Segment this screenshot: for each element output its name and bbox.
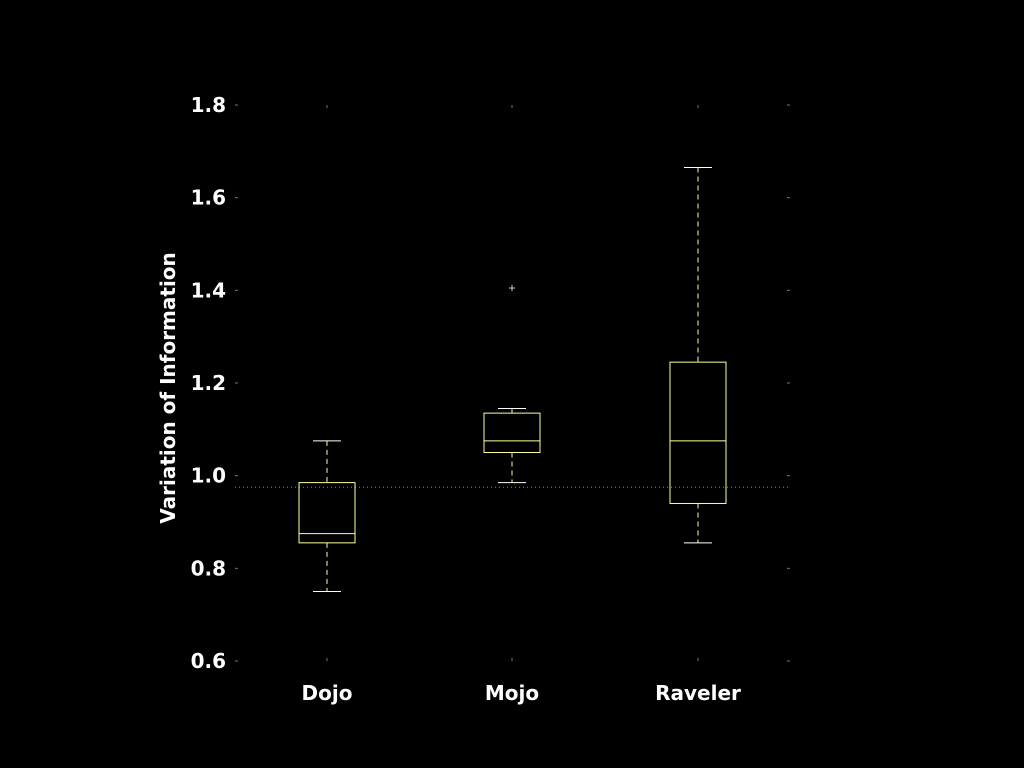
- y-tick-labels: 0.6 0.8 1.0 1.2 1.4 1.6 1.8: [191, 93, 226, 673]
- y-tick-label: 0.8: [191, 556, 226, 580]
- y-tick-label: 1.0: [191, 464, 226, 488]
- x-tick-label: Dojo: [302, 681, 353, 705]
- box-dojo: [298, 440, 356, 592]
- box-raveler: [669, 167, 727, 544]
- x-tick-labels: Dojo Mojo Raveler: [302, 681, 741, 705]
- iqr-box: [298, 482, 356, 544]
- iqr-box: [669, 361, 727, 504]
- box-mojo: [483, 285, 541, 484]
- y-tick-label: 1.2: [191, 371, 226, 395]
- box-layer: [298, 167, 727, 592]
- x-tick-label: Raveler: [655, 681, 741, 705]
- y-tick-label: 1.8: [191, 93, 226, 117]
- x-tick-label: Mojo: [485, 681, 539, 705]
- y-tick-label: 0.6: [191, 649, 226, 673]
- y-tick-label: 1.6: [191, 186, 226, 210]
- tick-mark-layer: [235, 104, 790, 662]
- y-axis-label: Variation of Information: [156, 252, 180, 524]
- iqr-box: [483, 412, 541, 454]
- y-tick-label: 1.4: [191, 278, 226, 302]
